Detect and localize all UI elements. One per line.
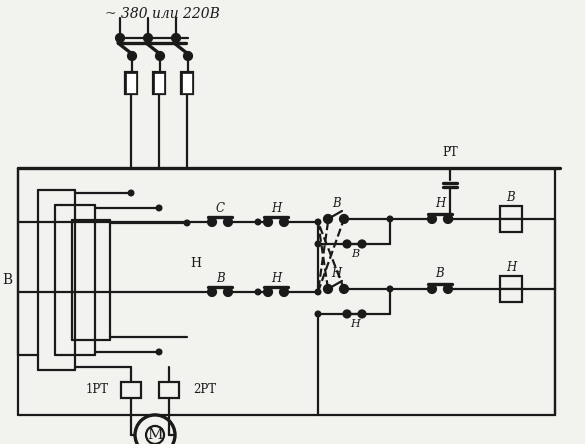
Circle shape bbox=[156, 349, 162, 355]
Bar bbox=[500, 289, 522, 302]
Circle shape bbox=[184, 52, 192, 60]
Circle shape bbox=[156, 52, 164, 60]
Text: В: В bbox=[351, 249, 359, 259]
Circle shape bbox=[324, 215, 332, 223]
Circle shape bbox=[128, 52, 136, 60]
Circle shape bbox=[156, 205, 162, 211]
Circle shape bbox=[444, 215, 452, 223]
Bar bbox=[500, 219, 522, 232]
Circle shape bbox=[359, 241, 366, 247]
Text: Н: Н bbox=[350, 319, 360, 329]
Text: В: В bbox=[2, 273, 12, 287]
Text: Н: Н bbox=[190, 258, 201, 270]
Circle shape bbox=[343, 310, 350, 317]
Bar bbox=[121, 382, 141, 398]
Text: М: М bbox=[147, 428, 163, 442]
Text: Н: Н bbox=[331, 267, 341, 281]
Circle shape bbox=[116, 34, 124, 42]
Text: В: В bbox=[507, 191, 515, 205]
Text: В: В bbox=[332, 198, 340, 210]
Circle shape bbox=[172, 34, 180, 42]
Circle shape bbox=[255, 289, 261, 295]
Circle shape bbox=[208, 288, 216, 296]
Text: В: В bbox=[436, 267, 444, 281]
Circle shape bbox=[387, 286, 393, 292]
Circle shape bbox=[428, 215, 436, 223]
Circle shape bbox=[340, 215, 348, 223]
Circle shape bbox=[144, 34, 152, 42]
Circle shape bbox=[324, 285, 332, 293]
Circle shape bbox=[387, 216, 393, 222]
Text: РТ: РТ bbox=[442, 147, 458, 159]
Circle shape bbox=[224, 288, 232, 296]
Circle shape bbox=[315, 289, 321, 295]
Circle shape bbox=[264, 218, 272, 226]
Text: В: В bbox=[216, 273, 224, 285]
Circle shape bbox=[343, 241, 350, 247]
Bar bbox=[500, 276, 522, 289]
Text: ~ 380 или 220В: ~ 380 или 220В bbox=[105, 7, 220, 21]
Bar bbox=[153, 72, 165, 94]
Text: Н: Н bbox=[271, 273, 281, 285]
Bar bbox=[500, 206, 522, 219]
Circle shape bbox=[280, 218, 288, 226]
Circle shape bbox=[128, 190, 134, 196]
Circle shape bbox=[359, 310, 366, 317]
Circle shape bbox=[428, 285, 436, 293]
Text: 2РТ: 2РТ bbox=[193, 384, 216, 396]
Circle shape bbox=[340, 285, 348, 293]
Bar bbox=[154, 73, 164, 93]
Text: С: С bbox=[215, 202, 225, 215]
Circle shape bbox=[315, 241, 321, 247]
Circle shape bbox=[315, 311, 321, 317]
Text: 1РТ: 1РТ bbox=[86, 384, 109, 396]
Bar bbox=[125, 72, 137, 94]
Text: Н: Н bbox=[271, 202, 281, 215]
Text: Н: Н bbox=[435, 198, 445, 210]
Text: Н: Н bbox=[506, 262, 516, 274]
Circle shape bbox=[184, 220, 190, 226]
Circle shape bbox=[315, 219, 321, 225]
Circle shape bbox=[447, 216, 453, 222]
Circle shape bbox=[208, 218, 216, 226]
Circle shape bbox=[280, 288, 288, 296]
Bar bbox=[182, 73, 192, 93]
Circle shape bbox=[224, 218, 232, 226]
Bar bbox=[159, 382, 179, 398]
Circle shape bbox=[264, 288, 272, 296]
Circle shape bbox=[444, 285, 452, 293]
Circle shape bbox=[255, 219, 261, 225]
Bar bbox=[126, 73, 136, 93]
Bar bbox=[181, 72, 193, 94]
